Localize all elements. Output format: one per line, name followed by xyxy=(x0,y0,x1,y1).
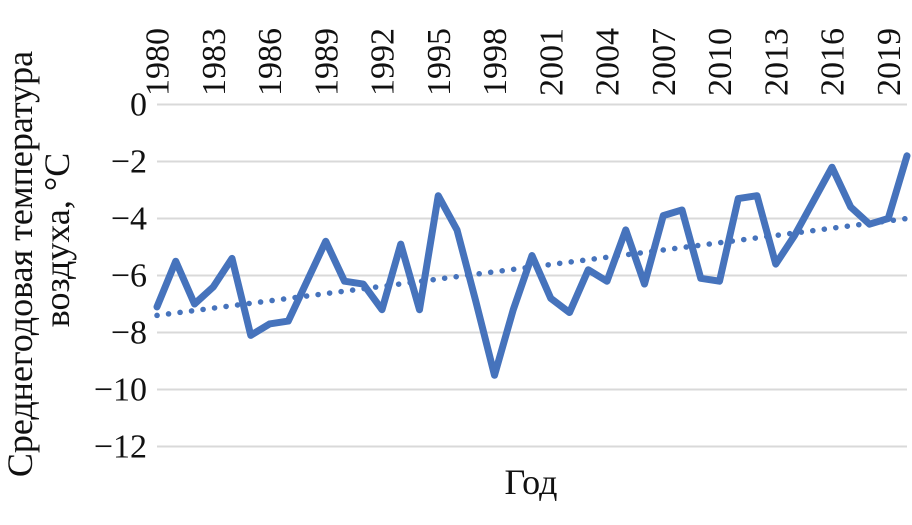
x-tick-label: 1992 xyxy=(365,28,402,96)
trend-line xyxy=(154,215,910,319)
x-tick-label: 1995 xyxy=(421,28,458,96)
y-tick-label: −8 xyxy=(111,315,147,352)
x-tick-label: 2004 xyxy=(590,28,627,96)
x-tick-label: 2016 xyxy=(815,28,852,96)
x-tick-label: 1986 xyxy=(252,28,289,96)
x-axis-title: Год xyxy=(504,462,558,502)
x-tick-label: 1980 xyxy=(140,28,177,96)
x-tick-label: 1983 xyxy=(196,28,233,96)
x-tick-label: 1998 xyxy=(477,28,514,96)
x-tick-label: 2019 xyxy=(871,28,908,96)
temperature-line xyxy=(153,152,911,379)
y-tick-label: −12 xyxy=(94,429,147,466)
y-tick-label: −2 xyxy=(111,144,147,181)
x-tick-label: 2007 xyxy=(646,28,683,96)
y-tick-label: 0 xyxy=(130,87,147,124)
x-tick-label: 2013 xyxy=(758,28,795,96)
x-tick-label: 2001 xyxy=(533,28,570,96)
y-axis-title-line2: воздуха, °С xyxy=(37,152,77,328)
y-axis-title-line1: Среднегодовая температура xyxy=(0,50,40,478)
y-tick-label: −4 xyxy=(111,201,147,238)
y-tick-label: −10 xyxy=(94,372,147,409)
x-tick-label: 2010 xyxy=(702,28,739,96)
y-tick-label: −6 xyxy=(111,258,147,295)
x-tick-label: 1989 xyxy=(308,28,345,96)
